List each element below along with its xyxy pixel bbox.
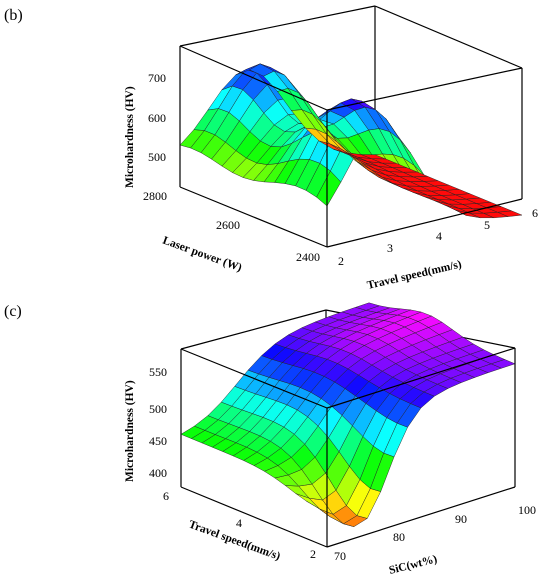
panel-b-y-tick: 2800 — [143, 189, 167, 203]
panel-b-y-tick: 2600 — [216, 218, 240, 232]
panel-c-z-tick: 500 — [149, 402, 167, 416]
panel-b-box-back — [179, 5, 523, 187]
panel-c-y-axis-title: Travel speed(mm/s) — [187, 519, 282, 563]
panel-c-y-tick: 6 — [163, 489, 169, 503]
panel-b-z-tick: 500 — [148, 150, 166, 164]
panel-b-x-axis-title: Travel speed(mm/s) — [366, 258, 463, 291]
panel-c-z-tick: 550 — [149, 365, 167, 379]
panel-c-x-tick: 90 — [455, 512, 467, 526]
panel-b-x-ticks: 2 3 4 5 6 — [338, 206, 538, 268]
panel-c-x-tick: 100 — [518, 503, 536, 517]
surface-patch — [355, 302, 380, 311]
panel-c-y-ticks: 6 4 2 — [163, 489, 316, 561]
panel-c-y-tick: 4 — [236, 516, 242, 530]
panel-b-chart: (b) 700 600 500 2800 2600 2400 — [4, 5, 538, 292]
panel-c-box-front — [180, 347, 516, 548]
panel-c-chart: (c) 550 500 450 400 6 4 2 70 — [4, 302, 536, 577]
panel-c-z-tick: 400 — [149, 466, 167, 480]
panel-b-surface — [179, 63, 523, 219]
panel-c-x-tick: 80 — [393, 530, 405, 544]
panel-c-y-tick: 2 — [310, 547, 316, 561]
panel-c-x-ticks: 70 80 90 100 — [334, 503, 536, 563]
panel-b-x-tick: 3 — [387, 241, 393, 255]
panel-b-z-tick: 700 — [148, 71, 166, 85]
panel-c-z-tick: 450 — [149, 434, 167, 448]
panel-b-x-tick: 2 — [338, 254, 344, 268]
panel-c-x-tick: 70 — [334, 549, 346, 563]
panel-b-box-front — [179, 45, 523, 248]
panel-b-label: (b) — [4, 7, 23, 24]
panel-b-x-tick: 6 — [532, 206, 538, 220]
panel-c-label: (c) — [4, 303, 22, 320]
panel-b-x-tick: 5 — [484, 218, 490, 232]
panel-b-z-axis-title: Microhardness (HV) — [124, 86, 136, 188]
surface-patch — [360, 154, 386, 160]
panel-b-y-axis-title: Laser power (W) — [161, 235, 244, 275]
panel-b-z-tick: 600 — [148, 111, 166, 125]
panel-c-z-axis-title: Microhardness (HV) — [124, 380, 136, 482]
panel-c-surface — [180, 302, 516, 527]
panel-b-x-tick: 4 — [436, 229, 442, 243]
panel-b-y-ticks: 2800 2600 2400 — [143, 189, 320, 264]
panel-c-z-ticks: 550 500 450 400 — [149, 365, 167, 480]
panel-c-x-axis-title: SiC(wt%) — [388, 553, 439, 577]
panel-b-y-tick: 2400 — [296, 250, 320, 264]
panel-b-z-ticks: 700 600 500 — [148, 71, 166, 164]
